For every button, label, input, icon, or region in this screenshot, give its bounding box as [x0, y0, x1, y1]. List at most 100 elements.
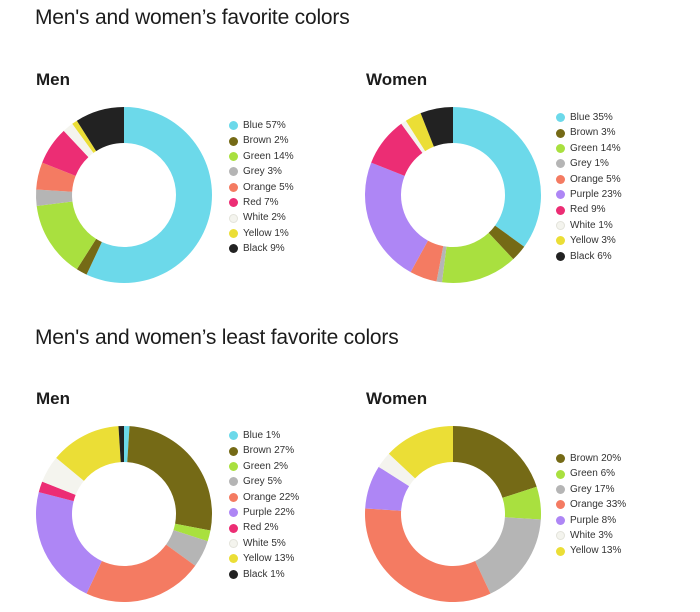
legend-swatch	[229, 569, 238, 579]
legend-label: Grey 3%	[243, 166, 282, 178]
legend-swatch	[229, 151, 238, 161]
slice-brown	[488, 225, 525, 260]
legend-swatch	[229, 554, 238, 564]
slice-green	[441, 232, 514, 283]
slice-yellow	[405, 113, 434, 152]
legend-label: Purple 23%	[570, 188, 622, 200]
favorite-section-title: Men's and women’s favorite colors	[35, 6, 350, 29]
legend-label: Blue 35%	[570, 112, 613, 123]
donut-chart	[365, 107, 541, 283]
legend-item-yellow: Yellow 13%	[229, 551, 299, 566]
slice-brown	[76, 238, 102, 275]
slice-green	[173, 523, 211, 542]
legend-label: Green 14%	[570, 142, 621, 154]
legend-label: White 3%	[570, 529, 613, 541]
legend-swatch	[556, 515, 565, 525]
legend-item-blue: Blue 35%	[556, 110, 622, 125]
legend-swatch	[556, 113, 565, 123]
legend-item-black: Black 6%	[556, 249, 622, 264]
slice-purple	[365, 162, 428, 273]
slice-red	[38, 481, 76, 502]
legend-swatch	[556, 159, 565, 169]
chart-legend: Blue 1% Brown 27% Green 2% Grey 5% Orange 22…	[229, 428, 299, 582]
legend-item-purple: Purple 22%	[229, 505, 299, 520]
legend-label: Red 2%	[243, 522, 279, 534]
legend-item-white: White 5%	[229, 536, 299, 551]
legend-item-orange: Orange 5%	[556, 172, 622, 187]
legend-label: Brown 3%	[570, 127, 616, 139]
legend-swatch	[229, 461, 238, 471]
legend-item-blue: Blue 57%	[229, 118, 294, 133]
legend-label: Brown 2%	[243, 135, 289, 147]
slice-orange	[365, 508, 491, 602]
legend-label: Brown 20%	[570, 453, 622, 464]
legend-swatch	[229, 244, 238, 254]
donut-chart	[365, 426, 541, 602]
slice-brown	[127, 426, 213, 531]
slice-yellow	[56, 426, 121, 481]
slice-grey	[436, 246, 447, 283]
women-favorite-panel: Women Blue 35% Brown 3% Green 14% Grey 1% Or…	[365, 70, 700, 283]
legend-item-red: Red 2%	[229, 520, 299, 535]
women-least-panel: Women Brown 20% Green 6% Grey 17% Orange 33…	[365, 389, 700, 602]
legend-label: Yellow 13%	[243, 553, 295, 565]
legend-swatch	[229, 492, 238, 502]
slice-grey	[475, 517, 541, 594]
legend-item-grey: Grey 3%	[229, 164, 294, 179]
legend-item-green: Green 14%	[556, 141, 622, 156]
legend-item-green: Green 6%	[556, 466, 626, 481]
slice-orange	[36, 162, 76, 192]
legend-swatch	[556, 531, 565, 541]
legend-item-green: Green 2%	[229, 459, 299, 474]
legend-label: White 2%	[243, 212, 286, 224]
legend-label: Orange 5%	[570, 173, 621, 185]
slice-white	[401, 120, 426, 153]
legend-swatch	[229, 182, 238, 192]
legend-label: Black 6%	[570, 250, 612, 262]
legend-swatch	[229, 538, 238, 548]
legend-label: Yellow 3%	[570, 235, 616, 247]
legend-item-yellow: Yellow 3%	[556, 233, 622, 248]
legend-item-purple: Purple 23%	[556, 187, 622, 202]
legend-label: Orange 22%	[243, 491, 300, 503]
legend-swatch	[556, 205, 565, 215]
legend-label: Blue 1%	[243, 430, 281, 441]
panel-title: Men	[36, 389, 70, 408]
legend-item-orange: Orange 5%	[229, 180, 294, 195]
slice-white	[63, 123, 94, 158]
legend-swatch	[556, 251, 565, 261]
legend-item-brown: Brown 2%	[229, 133, 294, 148]
legend-label: Purple 8%	[570, 514, 617, 526]
donut-chart	[35, 426, 213, 602]
legend-swatch	[556, 220, 565, 230]
slice-black	[76, 107, 124, 152]
legend-swatch	[229, 198, 238, 208]
legend-swatch	[556, 190, 565, 200]
slice-white	[42, 457, 84, 495]
legend-item-black: Black 1%	[229, 567, 299, 582]
legend-swatch	[556, 546, 565, 556]
slice-grey	[36, 189, 73, 207]
legend-swatch	[556, 236, 565, 246]
slice-orange	[86, 544, 196, 602]
legend-swatch	[229, 121, 238, 131]
slice-yellow	[388, 426, 453, 479]
legend-item-blue: Blue 1%	[229, 428, 299, 443]
legend-item-yellow: Yellow 13%	[556, 543, 626, 558]
legend-swatch	[229, 228, 238, 238]
legend-swatch	[229, 477, 238, 487]
legend-label: Grey 1%	[570, 158, 609, 170]
panel-title: Women	[366, 389, 428, 408]
legend-swatch	[229, 523, 238, 533]
legend-swatch	[229, 213, 238, 223]
slice-purple	[35, 492, 102, 594]
slice-black	[420, 107, 453, 147]
legend-swatch	[556, 484, 565, 494]
legend-label: Yellow 13%	[570, 545, 622, 557]
legend-item-grey: Grey 1%	[556, 156, 622, 171]
legend-item-brown: Brown 3%	[556, 125, 622, 140]
legend-swatch	[556, 454, 565, 464]
panel-title: Men	[36, 70, 70, 89]
legend-label: Blue 57%	[243, 120, 286, 131]
chart-legend: Brown 20% Green 6% Grey 17% Orange 33% Purpl…	[556, 451, 626, 559]
